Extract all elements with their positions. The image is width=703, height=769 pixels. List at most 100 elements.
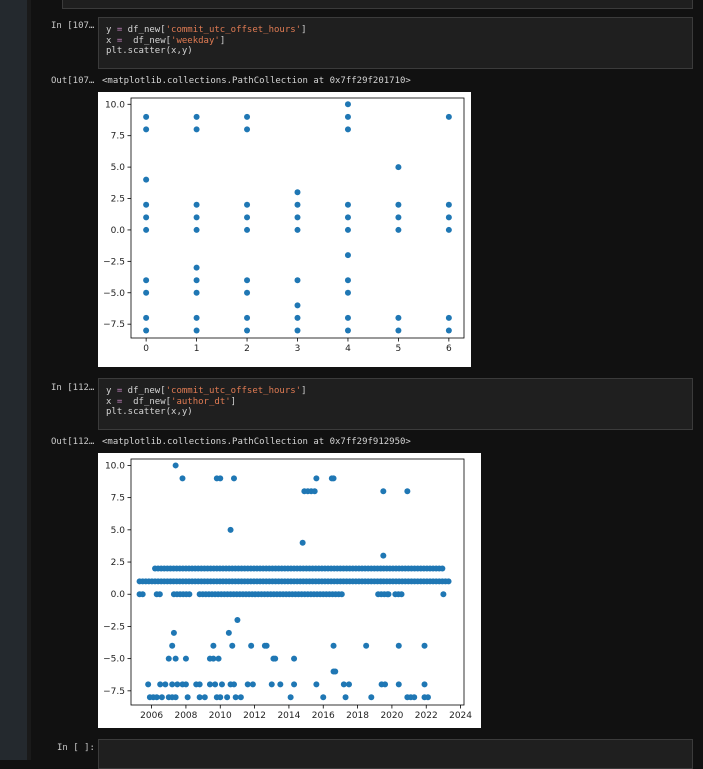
data-point xyxy=(143,176,150,183)
data-point xyxy=(330,642,337,649)
data-point xyxy=(380,552,387,559)
previous-cell-edge[interactable] xyxy=(62,0,693,9)
x-tick-label: 2 xyxy=(244,344,250,354)
in-prompt: In [112… xyxy=(51,383,95,393)
data-point xyxy=(248,642,255,649)
data-point xyxy=(313,475,320,482)
data-point xyxy=(193,289,200,296)
data-point xyxy=(224,694,231,701)
data-point xyxy=(368,694,375,701)
data-point xyxy=(294,327,301,334)
in-prompt: In [ ]: xyxy=(57,743,95,753)
data-point xyxy=(445,201,452,208)
data-point xyxy=(244,226,251,233)
data-point xyxy=(193,226,200,233)
data-point xyxy=(445,578,452,585)
data-point xyxy=(380,488,387,495)
x-tick-label: 1 xyxy=(194,344,200,354)
data-point xyxy=(172,462,179,469)
data-point xyxy=(182,655,189,662)
data-point xyxy=(385,591,392,598)
data-point xyxy=(344,101,351,108)
data-point xyxy=(294,314,301,321)
data-point xyxy=(395,164,402,171)
chart-svg-2: 2006 2008 2010 2012 2014 2016 2018 2020 2022 2024… xyxy=(103,458,472,721)
x-tick-label: 2010 xyxy=(209,711,232,721)
code-cell-2[interactable]: y = df_new['commit_utc_offset_hours'] x … xyxy=(98,378,693,430)
data-point xyxy=(145,681,152,688)
x-tick-label: 2006 xyxy=(140,711,163,721)
x-tick-label: 2020 xyxy=(380,711,403,721)
data-point xyxy=(345,681,352,688)
code-cell-1[interactable]: y = df_new['commit_utc_offset_hours'] x … xyxy=(98,17,693,69)
data-point xyxy=(193,264,200,271)
data-point xyxy=(182,681,189,688)
y-tick-label: −7.5 xyxy=(103,320,125,330)
data-point xyxy=(363,642,370,649)
data-point xyxy=(263,642,270,649)
data-point xyxy=(421,642,428,649)
data-point xyxy=(404,488,411,495)
data-point xyxy=(143,327,150,334)
data-point xyxy=(215,655,222,662)
data-point xyxy=(294,214,301,221)
data-point xyxy=(210,642,217,649)
data-point xyxy=(244,314,251,321)
data-point xyxy=(311,488,318,495)
data-point xyxy=(395,226,402,233)
data-point xyxy=(193,327,200,334)
data-point xyxy=(272,655,279,662)
data-point xyxy=(411,694,418,701)
out-prompt: Out[107… xyxy=(51,76,95,86)
code-line-3: plt.scatter(x,y) xyxy=(106,46,193,56)
data-point xyxy=(344,289,351,296)
code-line-3: plt.scatter(x,y) xyxy=(106,407,193,417)
y-tick-label: −7.5 xyxy=(103,687,125,697)
y-tick-label: −5.0 xyxy=(103,655,125,665)
x-tick-label: 2008 xyxy=(174,711,197,721)
output-text: <matplotlib.collections.PathCollection a… xyxy=(102,76,411,86)
x-tick-label: 6 xyxy=(446,344,452,354)
data-point xyxy=(395,327,402,334)
data-point xyxy=(445,113,452,120)
data-point xyxy=(143,113,150,120)
x-tick-label: 2012 xyxy=(243,711,266,721)
data-point xyxy=(268,681,275,688)
data-point xyxy=(291,655,298,662)
data-point xyxy=(143,214,150,221)
data-point xyxy=(184,694,191,701)
left-sidebar xyxy=(0,0,27,760)
data-point xyxy=(212,681,219,688)
data-point xyxy=(344,214,351,221)
data-point xyxy=(439,565,446,572)
data-point xyxy=(143,277,150,284)
data-point xyxy=(153,694,160,701)
data-point xyxy=(395,681,402,688)
data-point xyxy=(232,694,239,701)
data-point xyxy=(244,126,251,133)
data-point xyxy=(229,642,236,649)
chart-svg-1: 0 1 2 3 4 5 6 10.0 7.5 5.0 2.5 0.0 −2.5 −5.0 −7.5 xyxy=(103,97,465,354)
data-point xyxy=(344,113,351,120)
data-point xyxy=(193,214,200,221)
data-point xyxy=(445,226,452,233)
y-tick-label: −5.0 xyxy=(103,289,125,299)
y-tick-label: 10.0 xyxy=(105,100,125,110)
y-tick-label: 7.5 xyxy=(111,132,125,142)
data-point xyxy=(230,681,237,688)
data-point xyxy=(344,226,351,233)
y-tick-label: 2.5 xyxy=(111,558,125,568)
data-point xyxy=(210,655,217,662)
data-point xyxy=(143,226,150,233)
data-point xyxy=(445,214,452,221)
x-tick-label: 2014 xyxy=(277,711,300,721)
data-point xyxy=(244,289,251,296)
empty-code-cell[interactable] xyxy=(98,739,693,769)
data-point xyxy=(174,681,181,688)
data-point xyxy=(395,214,402,221)
data-point xyxy=(196,694,203,701)
data-point xyxy=(217,475,224,482)
y-tick-label: 7.5 xyxy=(111,494,125,504)
data-point xyxy=(291,681,298,688)
data-point xyxy=(294,226,301,233)
